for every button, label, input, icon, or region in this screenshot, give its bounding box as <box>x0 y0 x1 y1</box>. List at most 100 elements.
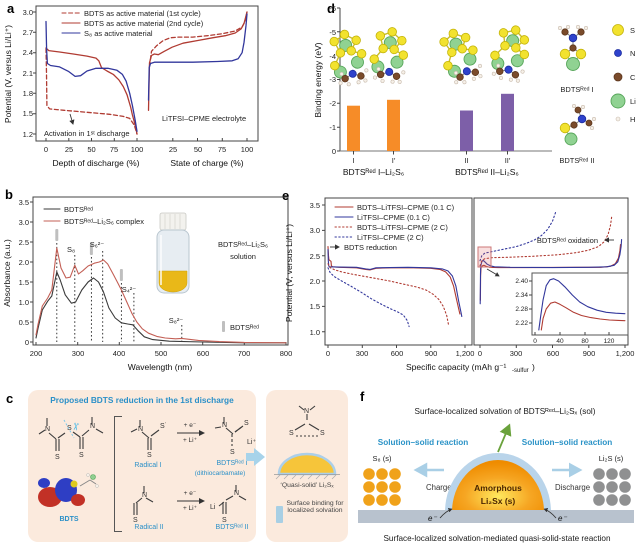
inset-curve-bdts-litfsi-cpme <box>540 301 626 331</box>
b-peak-labels: S₈ S₆²⁻ S₄²⁻ S₈²⁻ <box>67 240 183 325</box>
bar-II-prime <box>501 93 514 151</box>
d-axis-ticks <box>337 7 508 155</box>
panel-f-schematic: Surface-localized solvation of BDTSᴿᵉᵈ–L… <box>358 407 634 543</box>
curve-bdts-2nd-discharge <box>45 47 138 135</box>
curve-bdts-2nd-charge <box>147 11 248 111</box>
e-inset-plot <box>538 278 626 331</box>
b-axis-ticks <box>30 201 287 345</box>
tick-label: 1,200 <box>456 349 475 358</box>
f-s8-particles <box>363 468 401 506</box>
tick-label: 1.0 <box>19 298 29 307</box>
radical-ii-structure: N S <box>133 486 154 524</box>
bar-II <box>460 110 473 151</box>
e-axis-ticks <box>322 204 626 348</box>
tick-label: 3.0 <box>19 218 29 227</box>
tick-label: 600 <box>547 349 560 358</box>
curve-litfsi-cpme-2c-charge <box>479 212 557 262</box>
f-electron-arrow-left <box>439 508 453 519</box>
d-ytick-labels: -6 -5 -4 -3 -2 -1 0 <box>329 4 336 156</box>
curve-litfsi-cpme-01c-discharge <box>327 249 463 318</box>
panel-b-uvvis-chart: 3.5 3.0 2.5 2.0 1.5 1.0 0.5 0 200 300 400 500 600 70… <box>2 196 293 372</box>
f-discharge-label: Discharge <box>555 483 590 492</box>
atom-s: S <box>320 430 325 437</box>
curve-s8-discharge <box>45 20 138 132</box>
f-amorphous-dome <box>452 460 544 512</box>
tick-label: BDTS as active material (1st cycle) <box>84 9 201 18</box>
tick-label: 3.5 <box>310 201 320 210</box>
legend-n-icon <box>614 49 622 57</box>
bar-I-prime <box>387 99 400 151</box>
tick-label: -3 <box>329 75 336 84</box>
c-reaction-arrow-2: + e⁻ + Li⁺ <box>174 490 206 512</box>
tick-label: 0 <box>332 147 336 156</box>
c-quasi-label: ‘Quasi-solid’ Li₂Sₓ <box>280 482 334 489</box>
panel-e-capacity-chart: 3.5 3.0 2.5 2.0 1.5 1.0 0 300 600 900 1,200 0 300 6… <box>284 197 634 374</box>
tick-label: LiTFSI–CPME (2 C) <box>357 233 424 242</box>
tick-label: BDTS–LiTFSI–CPME (0.1 C) <box>357 203 455 212</box>
atom-n: N <box>138 426 143 433</box>
f-electron-left: e⁻ <box>428 514 437 523</box>
b-vial-caption-line2: solution <box>230 252 256 261</box>
c-main-box: Proposed BDTS reduction in the 1st disch… <box>28 390 256 542</box>
d-ylabel: Binding energy (eV) <box>313 42 323 117</box>
quasi-solid-dome <box>274 452 340 480</box>
tick-label: 300 <box>356 349 369 358</box>
tick-label: 2.0 <box>310 277 320 286</box>
panel-label-a: a <box>7 1 15 16</box>
atom-n: N <box>222 422 227 429</box>
cut-line <box>63 419 75 439</box>
atom-s-radical: S˙ <box>160 422 167 430</box>
tick-label: 120 <box>604 338 615 345</box>
b-xlabel: Wavelength (nm) <box>128 362 193 372</box>
tick-label: 600 <box>197 349 210 358</box>
tick-label: 700 <box>238 349 251 358</box>
tick-label: 2.28 <box>515 306 528 313</box>
c-product2-label: BDTSᴿᵉᵈ II <box>215 524 249 531</box>
panel-c-mechanism: Proposed BDTS reduction in the 1st disch… <box>0 382 352 547</box>
tick-label: 2.34 <box>515 292 528 299</box>
tick-label: 2.1 <box>23 69 33 78</box>
panel-d-binding-energy-chart: -6-5-4-3-2-10 Binding energy (eV) I I′ II I… <box>313 4 636 177</box>
cluster-I-prime <box>365 23 414 87</box>
tick-label: 1.0 <box>310 328 320 337</box>
legend-li-icon <box>610 93 626 109</box>
tick-label: 3.0 <box>23 8 33 17</box>
tick-label: 0.5 <box>19 318 29 327</box>
tick-label: 100 <box>241 145 254 154</box>
tick-label: 1.2 <box>23 130 33 139</box>
atom-s: S <box>79 452 84 459</box>
d-atom-legend-labels: S N C Li H <box>630 26 636 124</box>
d-mol2-label: BDTSᴿᵉᵈ II <box>559 156 594 165</box>
panel-label-b: b <box>5 187 13 202</box>
cluster-II-prime <box>484 20 537 86</box>
tick-label: -4 <box>329 52 336 61</box>
atom-n: N <box>90 423 95 430</box>
c-surface-note: Surface binding for localized solvation <box>286 500 344 514</box>
b-xtick-labels: 200 300 400 500 600 700 800 <box>30 349 293 358</box>
e-inset-frame <box>531 272 629 336</box>
panel-label-e: e <box>282 188 290 203</box>
tick-label: II′ <box>505 156 511 165</box>
tick-label: C <box>630 73 636 82</box>
tick-label: 80 <box>581 338 589 345</box>
a-ytick-labels: 3.0 2.7 2.4 2.1 1.8 1.5 1.2 <box>23 8 33 139</box>
tick-label: -2 <box>329 99 336 108</box>
d-group-label-1: BDTSᴿᵉᵈ I–Li₂S₆ <box>343 167 404 177</box>
e-inset-ticks <box>529 280 610 335</box>
f-electrode-slab <box>358 510 634 523</box>
a-xlabel-discharge: Depth of discharge (%) <box>53 158 140 168</box>
tick-label: II <box>464 156 468 165</box>
f-charge-label: Charge <box>426 483 452 492</box>
panel-a-voltage-chart: 3.0 2.7 2.4 2.1 1.8 1.5 1.2 0 25 50 75 100 25 50 75 1… <box>3 5 259 168</box>
panel-label-d: d <box>327 1 335 16</box>
tick-label: 2.40 <box>515 278 528 285</box>
atom-s-bridge: S <box>67 425 72 432</box>
tick-label: 2.5 <box>310 252 320 261</box>
tick-label: 50 <box>87 145 95 154</box>
tick-label: 3.0 <box>310 226 320 235</box>
tick-label: 0 <box>533 338 537 345</box>
tick-label: 40 <box>556 338 564 345</box>
product-ii-structure: Li S N <box>210 485 247 524</box>
e-xlabel-sub: -sulfur <box>512 368 529 374</box>
b-legend-labels: BDTSᴿᵉᵈ BDTSᴿᵉᵈ–Li₂S₆ complex <box>64 205 144 226</box>
